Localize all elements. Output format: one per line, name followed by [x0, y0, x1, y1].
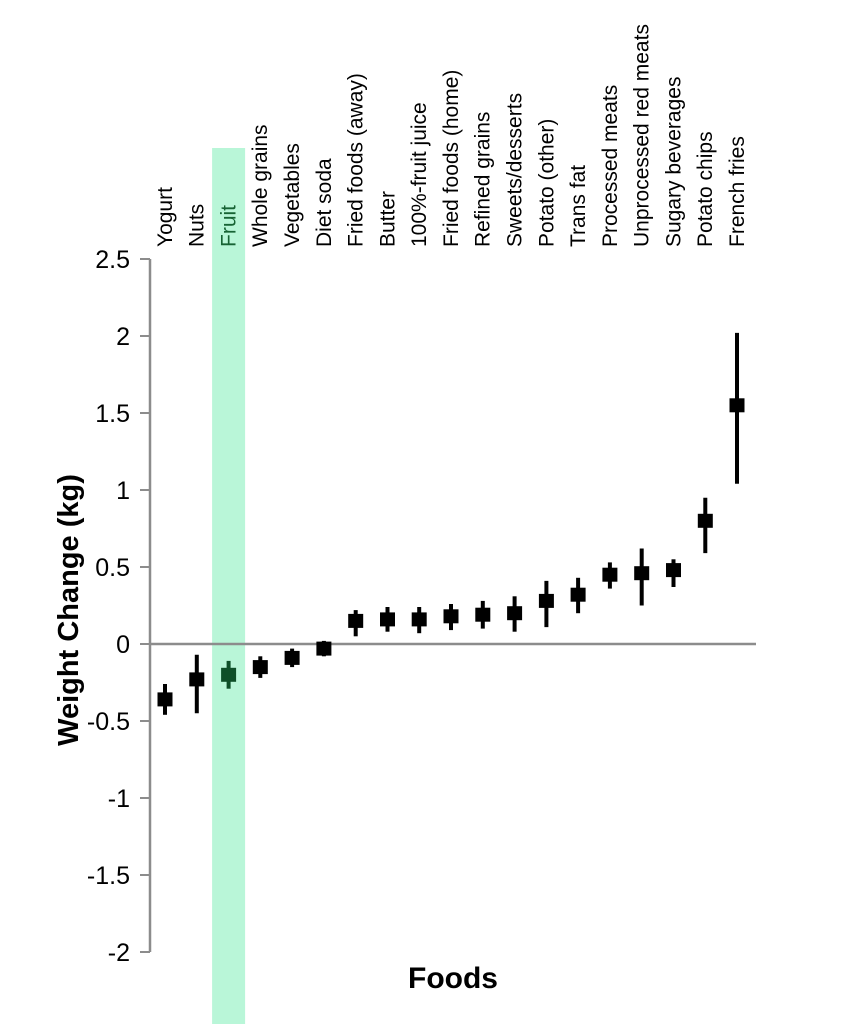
data-point-potato-other	[538, 593, 554, 608]
category-label-nuts: Nuts	[186, 204, 209, 247]
category-label-diet-soda: Diet soda	[313, 158, 336, 247]
category-label-fried-foods-home: Fried foods (home)	[440, 70, 463, 247]
data-point-unprocessed-red-meats	[634, 566, 650, 581]
y-axis-tick-label: 0.5	[95, 554, 130, 582]
category-label-trans-fat: Trans fat	[567, 165, 590, 247]
category-label-yogurt: Yogurt	[154, 187, 177, 247]
y-axis-tick-label: 1	[116, 477, 130, 505]
y-axis-tick-label: 0	[116, 631, 130, 659]
y-axis-tick-label: 1.5	[95, 400, 130, 428]
category-label-vegetables: Vegetables	[281, 143, 304, 247]
data-point-whole-grains	[252, 660, 268, 675]
y-axis-tick-label: -1	[108, 785, 130, 813]
category-label-refined-grains: Refined grains	[472, 112, 495, 247]
data-point-butter	[380, 612, 395, 627]
category-label-french-fries: French fries	[726, 136, 749, 247]
y-axis-tick-label: -2	[108, 939, 130, 967]
y-axis-tick-label: -0.5	[87, 708, 130, 736]
data-point-fried-foods-home	[443, 609, 459, 624]
data-point-sugary-beverages	[666, 563, 681, 578]
category-label-sugary-beverages: Sugary beverages	[662, 77, 685, 247]
y-axis-tick-label: -1.5	[87, 862, 130, 890]
y-axis-title: Weight Change (kg)	[53, 474, 85, 746]
data-point-refined-grains	[475, 607, 491, 622]
x-axis-title: Foods	[408, 962, 498, 995]
data-point-diet-soda	[316, 641, 332, 656]
data-point-yogurt	[157, 692, 173, 707]
y-axis-tick-label: 2	[116, 323, 130, 351]
category-label-fried-foods-away: Fried foods (away)	[345, 73, 368, 247]
data-point-french-fries	[729, 398, 745, 413]
category-label-fruit: Fruit	[218, 205, 241, 247]
data-point-vegetables	[284, 650, 300, 665]
y-axis-tick-label: 2.5	[95, 246, 130, 274]
data-point-potato-chips	[697, 513, 713, 528]
category-label-potato-chips: Potato chips	[694, 131, 717, 247]
category-label-100-fruit-juice: 100%-fruit juice	[408, 102, 431, 247]
data-point-fruit	[221, 667, 237, 682]
category-label-sweets-desserts: Sweets/desserts	[504, 93, 527, 247]
data-point-100-fruit-juice	[411, 612, 427, 627]
category-label-whole-grains: Whole grains	[249, 124, 272, 247]
data-point-nuts	[189, 672, 205, 687]
data-point-processed-meats	[602, 567, 618, 582]
category-label-butter: Butter	[376, 191, 399, 247]
category-label-unprocessed-red-meats: Unprocessed red meats	[631, 24, 654, 247]
category-label-processed-meats: Processed meats	[599, 85, 622, 247]
data-point-trans-fat	[570, 587, 586, 602]
data-point-sweets-desserts	[507, 606, 523, 621]
category-label-potato-other: Potato (other)	[535, 119, 558, 247]
fruit-highlight-band	[212, 148, 246, 1024]
data-point-fried-foods-away	[348, 613, 364, 628]
